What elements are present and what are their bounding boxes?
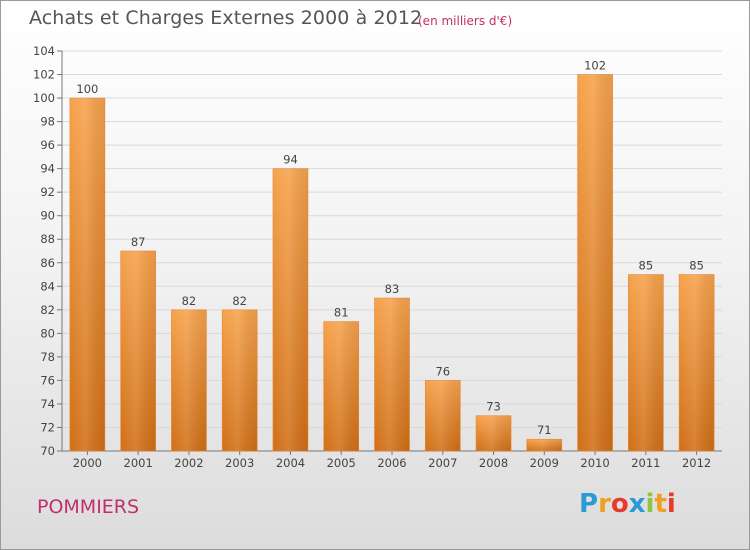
y-tick-label: 104 bbox=[33, 44, 55, 58]
bar-shading bbox=[323, 321, 359, 451]
data-label: 85 bbox=[639, 259, 654, 273]
x-tick-label: 2000 bbox=[73, 456, 102, 470]
chart-title: Achats et Charges Externes 2000 à 2012 bbox=[29, 7, 423, 29]
bar-shading bbox=[120, 251, 156, 451]
bar-shading bbox=[679, 274, 715, 451]
y-tick-label: 102 bbox=[33, 68, 55, 82]
logo-letter: r bbox=[598, 489, 611, 519]
data-label: 82 bbox=[232, 294, 247, 308]
logo-letter: i bbox=[666, 489, 676, 519]
bar-shading bbox=[69, 98, 105, 451]
data-label: 85 bbox=[689, 259, 704, 273]
y-tick-label: 76 bbox=[40, 373, 55, 387]
data-label: 76 bbox=[435, 364, 450, 378]
x-tick-label: 2001 bbox=[124, 456, 153, 470]
x-tick-label: 2007 bbox=[428, 456, 457, 470]
data-label: 102 bbox=[584, 59, 606, 73]
bar-shading bbox=[628, 274, 664, 451]
commune-name: POMMIERS bbox=[37, 496, 140, 518]
y-tick-label: 78 bbox=[40, 350, 55, 364]
data-label: 82 bbox=[182, 294, 197, 308]
y-tick-label: 90 bbox=[40, 209, 55, 223]
x-tick-label: 2003 bbox=[225, 456, 254, 470]
logo-letter: P bbox=[579, 489, 599, 519]
proxiti-logo: Proxiti bbox=[579, 489, 676, 519]
data-label: 73 bbox=[486, 400, 501, 414]
data-label: 94 bbox=[283, 153, 298, 167]
y-tick-label: 92 bbox=[40, 185, 55, 199]
x-tick-label: 2002 bbox=[174, 456, 203, 470]
x-tick-label: 2005 bbox=[327, 456, 356, 470]
y-tick-label: 88 bbox=[40, 232, 55, 246]
data-label: 100 bbox=[76, 82, 98, 96]
labels: 70 72 74 76 78 80 82 84 86 88 90 92 94 96 98 100 102 104 1… bbox=[33, 44, 711, 470]
y-tick-label: 94 bbox=[40, 162, 55, 176]
y-tick-label: 84 bbox=[40, 279, 55, 293]
x-tick-label: 2006 bbox=[377, 456, 406, 470]
logo-letter: i bbox=[645, 489, 655, 519]
bar-shading bbox=[272, 168, 308, 451]
bar-shading bbox=[425, 380, 461, 451]
logo-letter: o bbox=[610, 489, 629, 519]
y-tick-label: 96 bbox=[40, 138, 55, 152]
y-tick-label: 98 bbox=[40, 115, 55, 129]
y-tick-label: 82 bbox=[40, 303, 55, 317]
x-tick-label: 2008 bbox=[479, 456, 508, 470]
bar-shading bbox=[577, 74, 613, 451]
bar-shading bbox=[476, 415, 512, 451]
data-label: 71 bbox=[537, 423, 552, 437]
bar-shading bbox=[171, 309, 207, 451]
x-tick-label: 2009 bbox=[530, 456, 559, 470]
data-label: 81 bbox=[334, 306, 349, 320]
y-tick-label: 74 bbox=[40, 397, 55, 411]
y-tick-label: 70 bbox=[40, 444, 55, 458]
y-tick-label: 80 bbox=[40, 326, 55, 340]
y-tick-label: 86 bbox=[40, 256, 55, 270]
bar-shading bbox=[222, 309, 258, 451]
x-tick-label: 2004 bbox=[276, 456, 305, 470]
x-tick-label: 2011 bbox=[631, 456, 660, 470]
chart-subtitle: (en milliers d'€) bbox=[418, 14, 513, 28]
bar-shading bbox=[526, 439, 562, 451]
logo-letter: x bbox=[628, 489, 646, 519]
logo-letter: t bbox=[654, 489, 667, 519]
bar-shading bbox=[374, 298, 410, 451]
x-tick-label: 2012 bbox=[682, 456, 711, 470]
x-tick-label: 2010 bbox=[580, 456, 609, 470]
data-label: 83 bbox=[385, 282, 400, 296]
data-label: 87 bbox=[131, 235, 146, 249]
y-tick-label: 100 bbox=[33, 91, 55, 105]
bars bbox=[69, 74, 715, 452]
y-tick-label: 72 bbox=[40, 420, 55, 434]
